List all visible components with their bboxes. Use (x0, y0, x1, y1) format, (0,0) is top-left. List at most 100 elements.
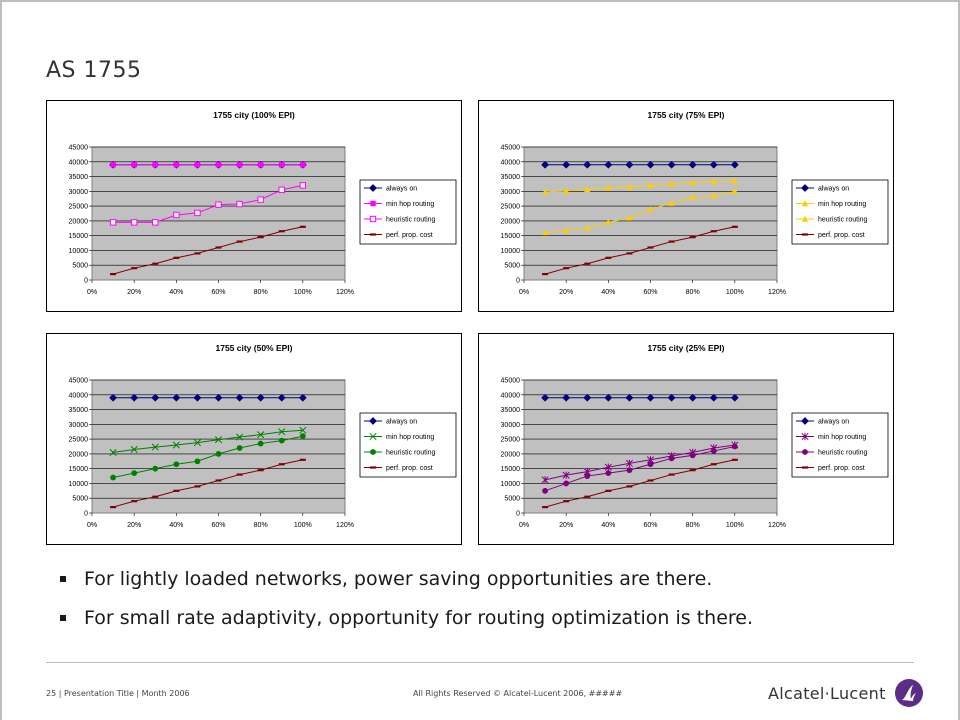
data-point (583, 160, 592, 169)
data-point (130, 393, 139, 402)
data-point (279, 162, 285, 168)
data-point (626, 183, 633, 190)
series-2 (110, 162, 306, 168)
bullet-item: For lightly loaded networks, power savin… (60, 566, 940, 592)
data-point (667, 393, 676, 402)
x-tick-label: 100% (726, 289, 744, 296)
y-tick-label: 45000 (501, 378, 521, 385)
data-point (667, 160, 676, 169)
data-point (541, 393, 549, 402)
y-tick-label: 10000 (501, 481, 521, 488)
legend-label: always on (818, 186, 849, 193)
y-tick-label: 35000 (69, 407, 89, 414)
series-3 (542, 443, 738, 494)
data-point (668, 199, 675, 206)
data-point (562, 160, 571, 169)
data-point (256, 393, 265, 402)
bullet-text: For lightly loaded networks, power savin… (84, 568, 713, 590)
y-tick-label: 30000 (501, 422, 521, 429)
data-point (194, 458, 201, 465)
legend-label: heuristic routing (818, 450, 868, 457)
data-point (257, 431, 265, 439)
data-point (542, 487, 548, 494)
data-point (236, 162, 243, 168)
legend-label: perf. prop. cost (386, 465, 433, 472)
logo-emblem-icon (894, 679, 923, 707)
data-point (257, 440, 264, 447)
legend-label: min hop routing (386, 434, 434, 441)
series-3 (110, 433, 306, 481)
data-point (604, 393, 613, 402)
series-line (545, 180, 735, 193)
series-4 (542, 458, 738, 509)
x-tick-label: 40% (601, 522, 615, 529)
x-tick-label: 40% (601, 289, 615, 296)
data-point (562, 393, 571, 402)
legend-label: heuristic routing (818, 217, 868, 224)
x-tick-label: 0% (519, 522, 529, 529)
legend-marker (369, 215, 377, 223)
data-point (562, 187, 570, 194)
data-point (278, 186, 285, 194)
x-tick-label: 0% (87, 289, 97, 296)
legend-marker (801, 432, 809, 441)
data-point (193, 393, 202, 402)
data-point (110, 474, 116, 481)
data-point (730, 393, 739, 402)
series-4 (110, 225, 306, 276)
data-point (646, 393, 655, 402)
bullet-text: For small rate adaptivity, opportunity f… (84, 607, 754, 629)
data-point (689, 452, 696, 459)
data-point (689, 179, 696, 186)
legend-marker (369, 417, 377, 425)
data-point (215, 201, 222, 208)
y-tick-label: 0 (84, 278, 88, 285)
legend-marker (370, 200, 376, 207)
bullet-list: For lightly loaded networks, power savin… (60, 566, 940, 644)
legend-label: min hop routing (818, 201, 866, 208)
data-point (710, 448, 717, 454)
data-point (236, 433, 244, 441)
data-point (689, 194, 696, 200)
legend-marker (370, 449, 376, 455)
x-tick-label: 20% (559, 289, 573, 296)
data-point (562, 227, 570, 234)
data-point (151, 443, 159, 451)
chart-25-epi: 1755 city (25% EPI) 0 5000 10000 15000 20000 2… (478, 333, 894, 545)
data-point (109, 219, 117, 226)
data-point (257, 162, 264, 168)
data-point (688, 393, 697, 402)
x-tick-label: 120% (336, 289, 354, 296)
data-point (110, 162, 116, 168)
legend: always on min hop routing heuristic routin… (359, 179, 457, 245)
footer-page-info: 25 | Presentation Title | Month 2006 (46, 689, 190, 698)
data-point (668, 180, 675, 187)
y-tick-label: 45000 (69, 378, 89, 385)
legend-box (359, 412, 457, 478)
y-tick-label: 10000 (69, 481, 89, 488)
legend-label: perf. prop. cost (818, 232, 865, 239)
bullet-item: For small rate adaptivity, opportunity f… (60, 605, 940, 631)
data-point (298, 393, 307, 402)
y-tick-label: 25000 (501, 437, 521, 444)
slide-border-left (0, 0, 2, 720)
data-point (277, 393, 286, 402)
x-tick-label: 60% (211, 289, 225, 296)
chart-100-epi: 1755 city (100% EPI) 0 5000 10000 15000 20000… (46, 100, 462, 312)
chart-svg: 1755 city (100% EPI) 0 5000 10000 15000 20000… (69, 110, 457, 296)
data-point (194, 209, 201, 217)
data-point (709, 160, 718, 169)
data-point (625, 459, 633, 468)
footer-divider (46, 662, 914, 663)
data-point (625, 160, 634, 169)
series-4 (542, 225, 738, 276)
data-point (299, 433, 306, 440)
y-tick-label: 45000 (501, 145, 521, 152)
data-point (709, 393, 718, 402)
x-tick-label: 20% (127, 289, 141, 296)
y-tick-label: 20000 (501, 218, 521, 225)
data-point (604, 160, 613, 169)
slide-border-right (958, 0, 960, 720)
legend-marker (801, 215, 809, 222)
y-tick-label: 25000 (69, 437, 89, 444)
